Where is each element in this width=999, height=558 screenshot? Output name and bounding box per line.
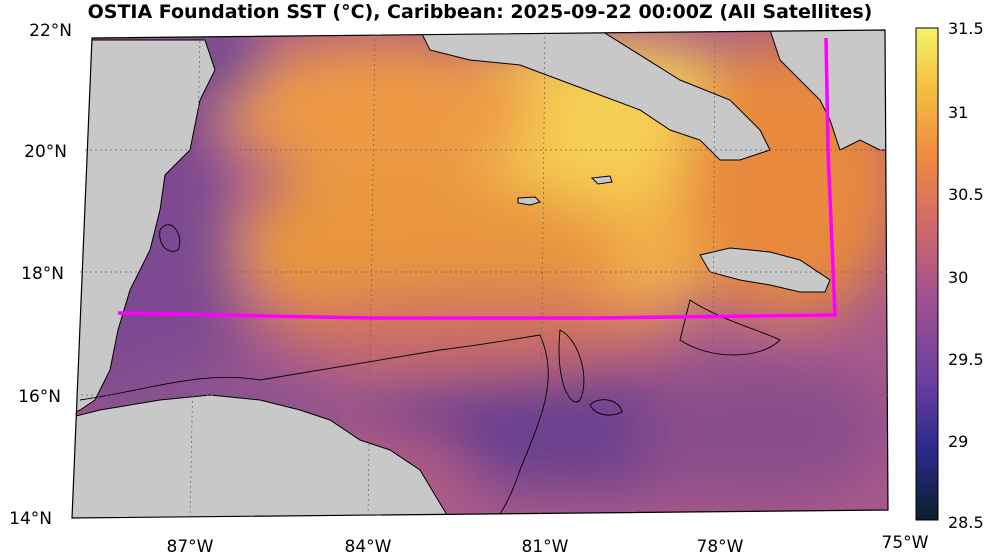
map-frame: [71, 29, 889, 519]
colorbar-tick-label: 29.5: [948, 350, 984, 369]
lat-label-14: 14°N: [9, 509, 52, 529]
lon-label-84: 84°W: [345, 537, 392, 557]
lon-label-87: 87°W: [167, 537, 214, 557]
colorbar-tick-label: 31: [948, 103, 968, 122]
colorbar-tick-label: 29: [948, 432, 968, 451]
lat-label-20: 20°N: [24, 142, 67, 162]
lon-label-75: 75°W: [882, 533, 929, 553]
region-boundary: [117, 37, 837, 320]
colorbar-tick-label: 30.5: [948, 185, 984, 204]
lon-label-78: 78°W: [697, 537, 744, 557]
graticule: [76, 30, 888, 517]
sst-field: [72, 30, 888, 518]
lat-label-18: 18°N: [21, 264, 64, 284]
colorbar-tick-label: 28.5: [948, 513, 984, 532]
colorbar-ticks: 31.5 31 30.5 30 29.5 29 28.5: [948, 19, 984, 532]
lat-label-16: 16°N: [18, 387, 61, 407]
colorbar: [915, 27, 939, 521]
depth-contours: [79, 224, 781, 518]
map-title: OSTIA Foundation SST (°C), Caribbean: 20…: [87, 1, 873, 23]
colorbar-tick-label: 30: [948, 268, 968, 287]
land-masses: [72, 30, 888, 518]
lon-label-81: 81°W: [522, 537, 569, 557]
lat-label-22: 22°N: [29, 21, 72, 41]
colorbar-tick-label: 31.5: [948, 19, 984, 38]
